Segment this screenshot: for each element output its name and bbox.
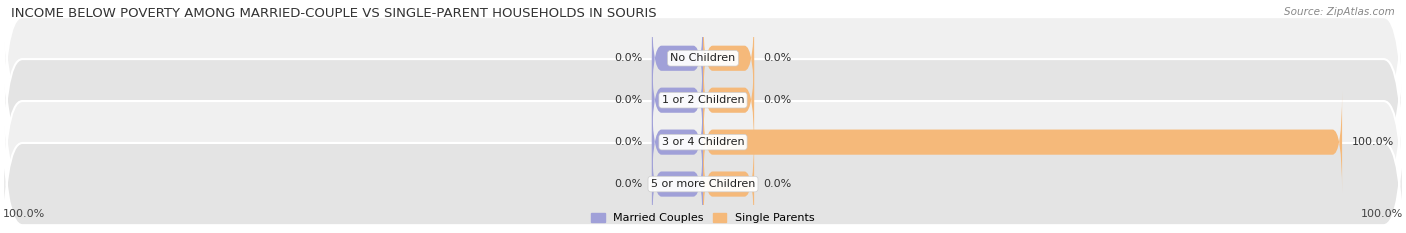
- Text: 0.0%: 0.0%: [614, 179, 643, 189]
- FancyBboxPatch shape: [3, 99, 1403, 233]
- Legend: Married Couples, Single Parents: Married Couples, Single Parents: [586, 208, 820, 227]
- Text: Source: ZipAtlas.com: Source: ZipAtlas.com: [1284, 7, 1395, 17]
- FancyBboxPatch shape: [652, 134, 703, 233]
- FancyBboxPatch shape: [652, 8, 703, 109]
- FancyBboxPatch shape: [703, 134, 754, 233]
- FancyBboxPatch shape: [3, 57, 1403, 227]
- Text: 0.0%: 0.0%: [763, 95, 792, 105]
- Text: 100.0%: 100.0%: [3, 209, 45, 219]
- Text: INCOME BELOW POVERTY AMONG MARRIED-COUPLE VS SINGLE-PARENT HOUSEHOLDS IN SOURIS: INCOME BELOW POVERTY AMONG MARRIED-COUPL…: [11, 7, 657, 20]
- Text: 100.0%: 100.0%: [1351, 137, 1393, 147]
- FancyBboxPatch shape: [3, 15, 1403, 185]
- Text: 3 or 4 Children: 3 or 4 Children: [662, 137, 744, 147]
- FancyBboxPatch shape: [652, 50, 703, 151]
- Text: 100.0%: 100.0%: [1361, 209, 1403, 219]
- FancyBboxPatch shape: [703, 50, 754, 151]
- Text: 0.0%: 0.0%: [763, 179, 792, 189]
- Text: 0.0%: 0.0%: [614, 95, 643, 105]
- Text: No Children: No Children: [671, 53, 735, 63]
- FancyBboxPatch shape: [3, 0, 1403, 143]
- FancyBboxPatch shape: [703, 8, 754, 109]
- Text: 0.0%: 0.0%: [614, 53, 643, 63]
- Text: 1 or 2 Children: 1 or 2 Children: [662, 95, 744, 105]
- FancyBboxPatch shape: [652, 92, 703, 192]
- Text: 0.0%: 0.0%: [763, 53, 792, 63]
- FancyBboxPatch shape: [703, 92, 1343, 192]
- Text: 0.0%: 0.0%: [614, 137, 643, 147]
- Text: 5 or more Children: 5 or more Children: [651, 179, 755, 189]
